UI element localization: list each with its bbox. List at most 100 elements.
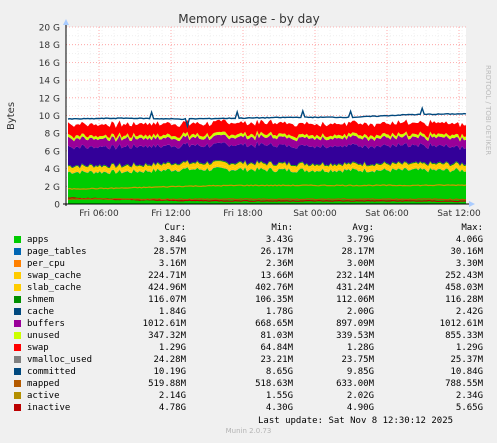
legend-row-apps: apps 3.84G 3.43G 3.79G 4.06G — [0, 234, 497, 246]
legend-swatch — [14, 248, 21, 255]
legend-name: unused — [27, 331, 60, 341]
legend-min-value: 23.21M — [260, 355, 293, 365]
legend-cur-value: 116.07M — [148, 295, 186, 305]
area-slab_cache — [68, 160, 466, 172]
legend-swatch — [14, 272, 21, 279]
legend-cur-value: 1.84G — [158, 307, 186, 317]
legend-min-value: 402.76M — [255, 283, 293, 293]
legend-name: inactive — [27, 403, 71, 413]
legend-name: cache — [27, 307, 55, 317]
legend-avg-value: 897.09M — [336, 319, 374, 329]
legend-row-per_cpu: per_cpu 3.16M 2.36M 3.00M 3.30M — [0, 258, 497, 270]
legend-name: page_tables — [27, 247, 87, 257]
line-committed — [67, 105, 467, 129]
legend-name: active — [27, 391, 60, 401]
header-min: Min: — [271, 223, 293, 233]
legend-swatch — [14, 368, 21, 375]
legend-avg-value: 2.02G — [346, 391, 374, 401]
legend-swatch — [14, 260, 21, 267]
legend-row-unused: unused 347.32M 81.03M 339.53M 855.33M — [0, 330, 497, 342]
legend-name: buffers — [27, 319, 65, 329]
legend-swatch — [14, 404, 21, 411]
legend-max-value: 25.37M — [450, 355, 483, 365]
legend-max-value: 116.28M — [445, 295, 483, 305]
legend-min-value: 81.03M — [260, 331, 293, 341]
series-lines — [67, 105, 467, 203]
legend-name: swap — [27, 343, 49, 353]
legend-row-swap: swap 1.29G 64.84M 1.28G 1.29G — [0, 342, 497, 354]
line-active — [67, 184, 467, 190]
stacked-areas — [68, 119, 466, 204]
legend-avg-value: 431.24M — [336, 283, 374, 293]
memory-usage-chart: Memory usage - by day Bytes RRDTOOL / TO… — [6, 12, 492, 219]
legend-max-value: 252.43M — [445, 271, 483, 281]
legend-max-value: 10.84G — [450, 367, 483, 377]
last-update: Last update: Sat Nov 8 12:30:12 2025 — [258, 416, 454, 426]
legend-row-vmalloc_used: vmalloc_used 24.28M 23.21M 23.75M 25.37M — [0, 354, 497, 366]
legend-cur-value: 2.14G — [158, 391, 186, 401]
legend-row-inactive: inactive 4.78G 4.30G 4.90G 5.65G — [0, 402, 497, 414]
legend-max-value: 5.65G — [455, 403, 483, 413]
chart-title: Memory usage - by day — [178, 12, 319, 26]
legend-row-buffers: buffers 1012.61M 668.65M 897.09M 1012.61M — [0, 318, 497, 330]
legend-name: per_cpu — [27, 259, 65, 269]
legend-avg-value: 2.00G — [346, 307, 374, 317]
legend-max-value: 1.29G — [455, 343, 483, 353]
munin-version: Munin 2.0.73 — [225, 427, 272, 435]
y-tick-label: 18 G — [39, 41, 60, 51]
legend-avg-value: 633.00M — [336, 379, 374, 389]
legend-row-cache: cache 1.84G 1.78G 2.00G 2.42G — [0, 306, 497, 318]
legend-min-value: 4.30G — [265, 403, 293, 413]
y-tick-label: 6 G — [44, 147, 60, 157]
y-tick-label: 16 G — [39, 59, 60, 69]
legend-swatch — [14, 296, 21, 303]
legend-swatch — [14, 344, 21, 351]
legend-avg-value: 1.28G — [346, 343, 374, 353]
legend-avg-value: 112.06M — [336, 295, 374, 305]
legend-avg-value: 4.90G — [346, 403, 374, 413]
legend-cur-value: 1.29G — [158, 343, 186, 353]
legend-cur-value: 519.88M — [148, 379, 186, 389]
x-axis-arrow — [469, 201, 475, 207]
legend-row-shmem: shmem 116.07M 106.35M 112.06M 116.28M — [0, 294, 497, 306]
y-tick-label: 0 — [54, 201, 60, 211]
area-buffers — [68, 133, 466, 150]
x-tick-label: Fri 18:00 — [223, 209, 263, 219]
legend-swatch — [14, 284, 21, 291]
x-tick-label: Sat 06:00 — [365, 209, 409, 219]
y-ticks: 0 2 G 4 G 6 G 8 G 10 G 12 G 14 G 16 G 18 G 20 G — [39, 24, 61, 211]
x-tick-label: Fri 06:00 — [79, 209, 119, 219]
legend-swatch — [14, 236, 21, 243]
legend-swatch — [14, 356, 21, 363]
legend-min-value: 3.43G — [265, 235, 293, 245]
legend-avg-value: 28.17M — [341, 247, 374, 257]
area-swap_cache — [68, 164, 466, 174]
legend-row-committed: committed 10.19G 8.65G 9.85G 10.84G — [0, 366, 497, 378]
legend-max-value: 30.16M — [450, 247, 483, 257]
legend-min-value: 2.36M — [265, 259, 293, 269]
legend-cur-value: 3.16M — [158, 259, 186, 269]
legend-name: shmem — [27, 295, 55, 305]
x-tick-label: Sat 00:00 — [293, 209, 337, 219]
legend-name: vmalloc_used — [27, 355, 93, 365]
legend-avg-value: 232.14M — [336, 271, 374, 281]
y-tick-label: 8 G — [44, 130, 60, 140]
legend-cur-value: 347.32M — [148, 331, 186, 341]
legend-cur-value: 24.28M — [153, 355, 186, 365]
legend-row-active: active 2.14G 1.55G 2.02G 2.34G — [0, 390, 497, 402]
legend-max-value: 2.42G — [455, 307, 483, 317]
legend-row-mapped: mapped 519.88M 518.63M 633.00M 788.55M — [0, 378, 497, 390]
legend-cur-value: 4.78G — [158, 403, 186, 413]
x-tick-label: Sat 12:00 — [437, 209, 481, 219]
y-tick-label: 14 G — [39, 77, 60, 87]
area-swap — [68, 119, 466, 139]
legend-max-value: 3.30M — [455, 259, 483, 269]
legend-min-value: 518.63M — [255, 379, 293, 389]
y-tick-label: 10 G — [39, 112, 60, 122]
legend-min-value: 26.17M — [260, 247, 293, 257]
header-max: Max: — [461, 223, 483, 233]
area-cache — [68, 141, 466, 168]
area-shmem — [68, 159, 466, 169]
legend-avg-value: 339.53M — [336, 331, 374, 341]
legend-swatch — [14, 392, 21, 399]
